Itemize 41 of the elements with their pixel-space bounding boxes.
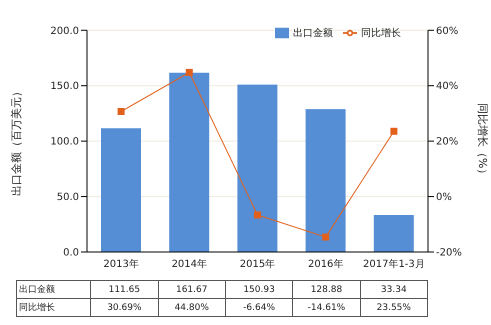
y2-tick-label: 0% xyxy=(436,192,452,204)
point xyxy=(322,234,330,241)
bar xyxy=(101,128,141,252)
x-tick-label: 2016年 xyxy=(308,258,344,270)
legend-label: 同比增长 xyxy=(361,28,401,39)
text: 出口金额 xyxy=(19,285,55,295)
data-label: -6.64% xyxy=(225,298,293,316)
data-label: -14.61% xyxy=(292,298,360,316)
bar xyxy=(306,109,346,252)
point xyxy=(186,68,193,76)
x-tick-label: 2017年1-3月 xyxy=(363,258,425,270)
bar xyxy=(374,215,414,252)
y-tick-label: 200.0 xyxy=(50,26,79,37)
y2-tick-label: 40% xyxy=(436,81,458,92)
data-label: 44.80% xyxy=(158,298,226,316)
data-label: 150.93 xyxy=(225,280,293,298)
y-tick-label: 150.0 xyxy=(50,81,79,92)
point xyxy=(254,211,261,218)
point xyxy=(390,128,398,135)
y2-axis-title: 同比增长（%） xyxy=(476,102,490,180)
data-label: 23.55% xyxy=(360,298,428,316)
y2-tick-label: 60% xyxy=(436,26,458,37)
data-label: 128.88 xyxy=(292,280,360,298)
bar xyxy=(237,84,278,252)
point xyxy=(118,108,125,116)
data-label: 33.34 xyxy=(360,280,428,298)
y-tick-label: 0.0 xyxy=(63,248,79,259)
data-label: 111.65 xyxy=(90,280,158,298)
y-axis-title: 出口金额（百万美元） xyxy=(10,86,23,196)
legend-label: 出口金额 xyxy=(293,28,333,39)
bar xyxy=(169,72,210,252)
x-tick-label: 2013年 xyxy=(103,258,139,270)
x-tick-label: 2015年 xyxy=(240,258,276,270)
y-tick-label: 100.0 xyxy=(50,136,79,148)
y-tick-label: 50.0 xyxy=(56,192,79,204)
y2-tick-label: 20% xyxy=(436,136,458,148)
text: 同比增长 xyxy=(19,303,55,313)
y2-tick-label: -20% xyxy=(436,248,462,259)
data-label: 30.69% xyxy=(90,298,158,316)
x-tick-label: 2014年 xyxy=(172,258,208,270)
data-label: 161.67 xyxy=(158,280,226,298)
